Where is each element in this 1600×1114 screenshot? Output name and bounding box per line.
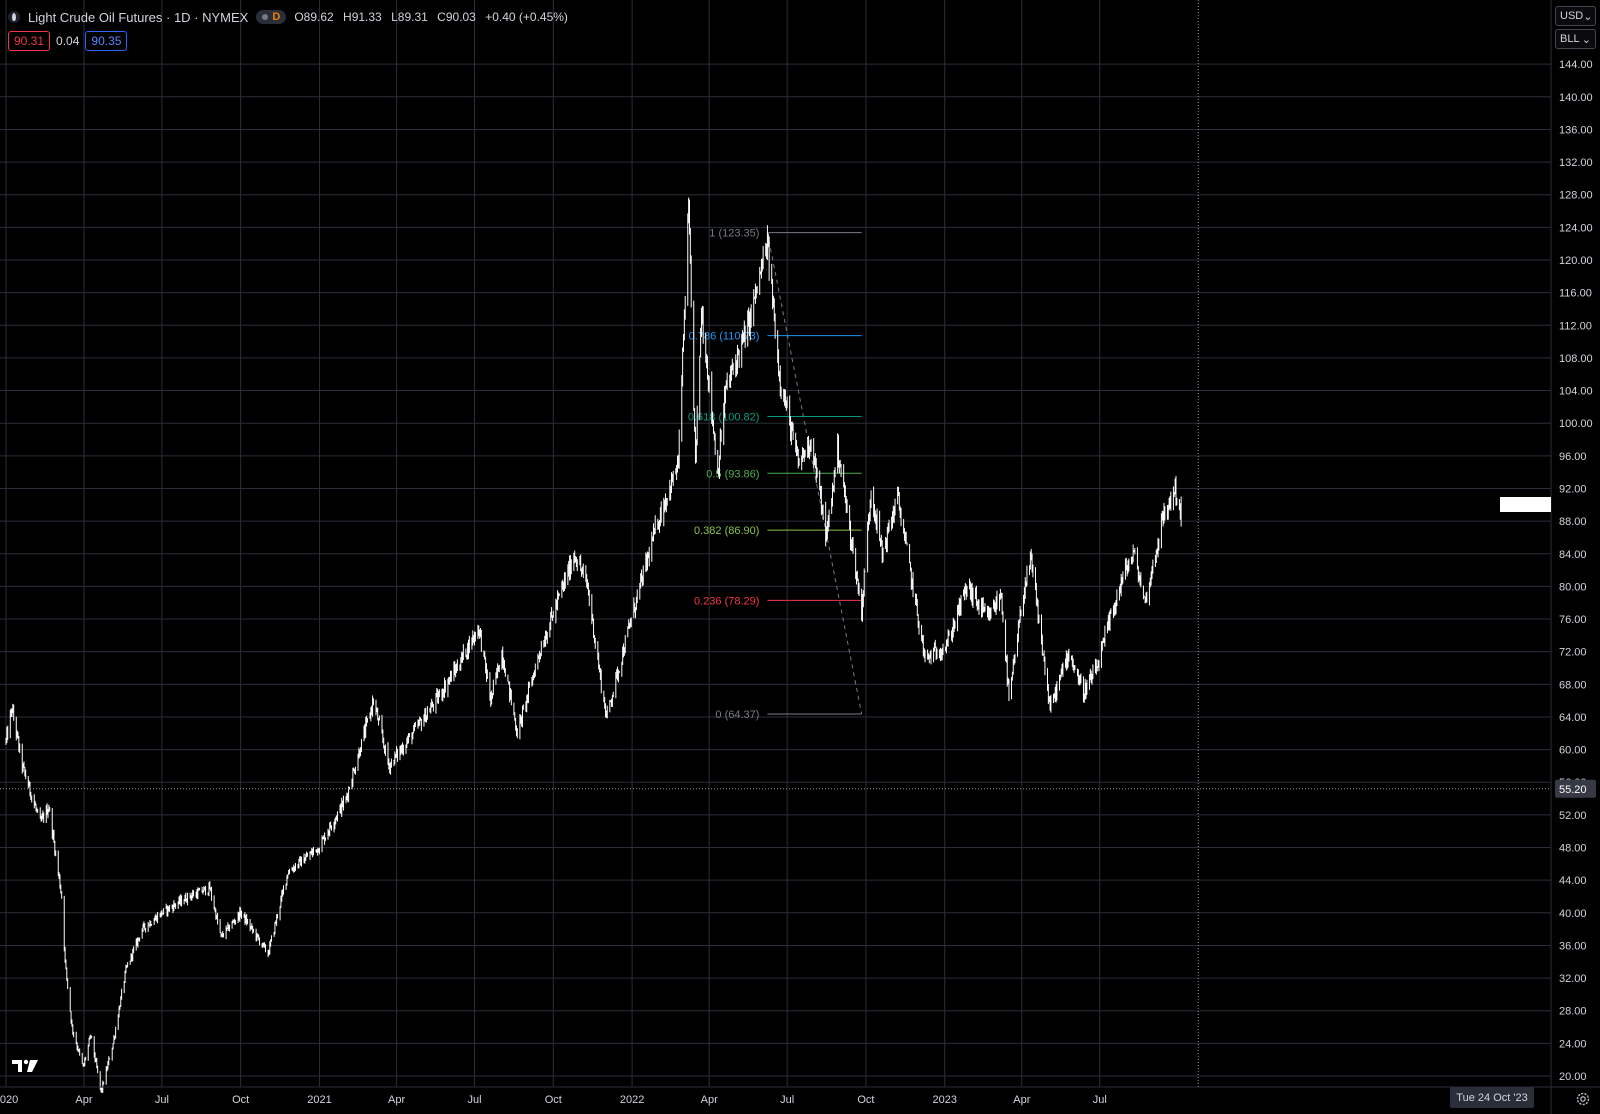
y-tick-label: 36.00 [1559, 940, 1587, 952]
legend-header: Light Crude Oil Futures · 1D · NYMEX D O… [8, 8, 568, 26]
y-tick-label: 84.00 [1559, 549, 1587, 561]
y-tick-label: 116.00 [1559, 288, 1592, 300]
x-tick-label: Jul [155, 1094, 169, 1106]
buy-price-button[interactable]: 90.35 [85, 31, 128, 51]
high-label: H [343, 10, 352, 24]
x-tick-label: Oct [545, 1094, 562, 1106]
close-label: C [437, 10, 446, 24]
fib-level-label: 0.236 (78.29) [694, 595, 759, 607]
y-tick-label: 48.00 [1559, 843, 1587, 855]
y-tick-label: 112.00 [1559, 320, 1592, 332]
y-tick-label: 124.00 [1559, 222, 1593, 234]
x-tick-label: 2022 [620, 1094, 644, 1106]
x-tick-label: Apr [1013, 1094, 1030, 1106]
fib-level-label: 0.786 (110.73) [689, 331, 760, 343]
chevron-down-icon: ⌄ [1583, 10, 1593, 23]
unit-dropdown[interactable]: BLL ⌄ [1555, 29, 1596, 49]
open-value: 89.62 [303, 10, 334, 24]
y-tick-label: 52.00 [1559, 810, 1587, 822]
price-flag-box [1500, 497, 1551, 512]
y-tick-label: 76.00 [1559, 614, 1587, 626]
y-tick-label: 88.00 [1559, 516, 1587, 528]
crosshair-price-label: 55.20 [1559, 784, 1587, 796]
y-tick-label: 128.00 [1559, 190, 1593, 202]
y-tick-label: 108.00 [1559, 353, 1593, 365]
unit-label: BLL [1560, 33, 1580, 45]
y-tick-label: 68.00 [1559, 679, 1587, 691]
open-label: O [294, 10, 304, 24]
y-tick-label: 136.00 [1559, 124, 1593, 136]
close-value: 90.03 [445, 10, 476, 24]
y-tick-label: 92.00 [1559, 483, 1587, 495]
low-value: 89.31 [397, 10, 428, 24]
y-tick-label: 40.00 [1559, 908, 1587, 920]
y-tick-label: 24.00 [1559, 1038, 1587, 1050]
grid-layer [0, 0, 1551, 1087]
x-tick-label: Jul [467, 1094, 481, 1106]
y-tick-label: 32.00 [1559, 973, 1587, 985]
currency-dropdown[interactable]: USD ⌄ [1555, 6, 1596, 26]
x-tick-label: Apr [75, 1094, 92, 1106]
status-dot-icon [262, 14, 269, 20]
spread-value: 0.04 [56, 34, 80, 48]
y-tick-label: 60.00 [1559, 745, 1587, 757]
crosshair-price-tag [1555, 779, 1596, 798]
y-tick-label: 28.00 [1559, 1006, 1587, 1018]
y-tick-label: 64.00 [1559, 712, 1587, 724]
x-tick-label: Apr [701, 1094, 718, 1106]
data-status-badge[interactable]: D [256, 10, 287, 24]
y-tick-label: 140.00 [1559, 92, 1593, 104]
x-tick-label: Jul [1093, 1094, 1107, 1106]
delayed-badge: D [272, 11, 281, 23]
sell-price-button[interactable]: 90.31 [8, 31, 51, 51]
tradingview-logo-icon[interactable] [12, 1058, 40, 1074]
symbol-title[interactable]: Light Crude Oil Futures · 1D · NYMEX [28, 9, 249, 25]
x-tick-label: Jul [780, 1094, 794, 1106]
fib-level-label: 1 (123.35) [709, 228, 759, 240]
y-tick-label: 104.00 [1559, 386, 1593, 398]
x-tick-label: Apr [388, 1094, 405, 1106]
y-tick-label: 44.00 [1559, 875, 1587, 887]
x-tick-label: Oct [857, 1094, 874, 1106]
y-tick-label: 120.00 [1559, 255, 1593, 267]
change-value: +0.40 (+0.45%) [485, 10, 568, 24]
ohlc-values: O89.62 H91.33 L89.31 C90.03 +0.40 (+0.45… [294, 10, 568, 24]
y-tick-label: 144.00 [1559, 59, 1593, 71]
fibonacci-retracement: 1 (123.35)0.786 (110.73)0.618 (100.82)0.… [688, 228, 863, 721]
x-tick-label: 2021 [307, 1094, 331, 1106]
gear-icon[interactable] [1575, 1091, 1591, 1107]
x-tick-label: 2023 [932, 1094, 956, 1106]
bid-ask-row: 90.31 0.04 90.35 [8, 31, 128, 51]
chevron-down-icon: ⌄ [1581, 33, 1591, 46]
y-tick-label: 72.00 [1559, 647, 1587, 659]
high-value: 91.33 [351, 10, 382, 24]
crosshair-date-label: Tue 24 Oct '23 [1450, 1087, 1534, 1108]
y-tick-label: 80.00 [1559, 581, 1587, 593]
low-label: L [391, 10, 398, 24]
y-tick-label: 20.00 [1559, 1071, 1587, 1083]
fib-trend-line [766, 232, 863, 715]
price-bars [5, 197, 1182, 1093]
y-tick-label: 100.00 [1559, 418, 1593, 430]
currency-label: USD [1560, 10, 1584, 22]
fib-level-label: 0.5 (93.86) [706, 468, 759, 480]
y-tick-label: 132.00 [1559, 157, 1593, 169]
x-tick-label: Oct [232, 1094, 249, 1106]
x-tick-label: 2020 [0, 1094, 18, 1106]
y-tick-label: 96.00 [1559, 451, 1587, 463]
oil-drop-icon [8, 11, 20, 23]
fib-level-label: 0 (64.37) [715, 709, 759, 721]
fib-level-label: 0.382 (86.90) [694, 525, 759, 537]
